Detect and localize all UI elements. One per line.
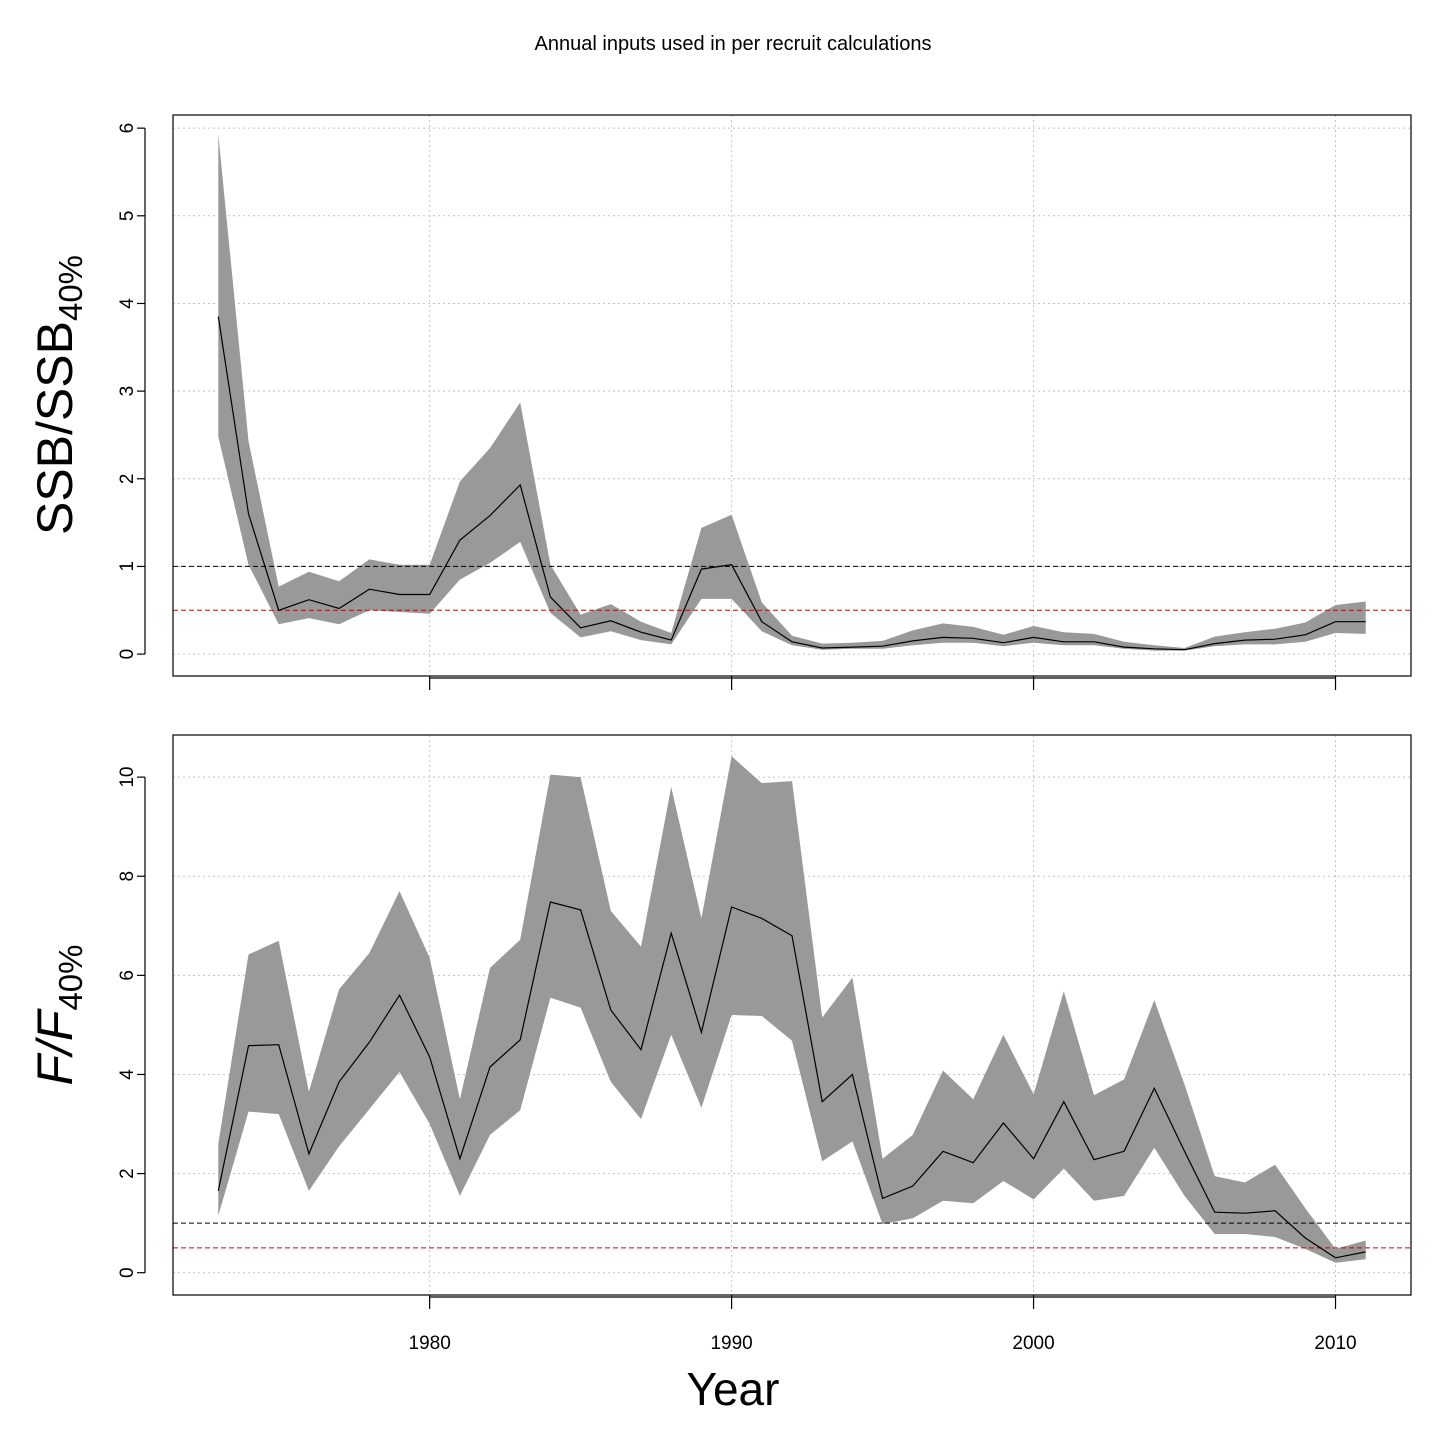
- x-tick-label-1990: 1990: [710, 1333, 752, 1354]
- f-y-axis-label-main: F/F: [27, 1008, 83, 1085]
- f-y-tick-label-2: 2: [117, 1168, 138, 1179]
- ssb-panel: SSB/SSB40% 0 1 2 3 4 5 6: [27, 114, 1412, 690]
- ssb-y-axis-label: SSB/SSB40%: [27, 255, 89, 535]
- f-median-line: [217, 901, 1366, 1259]
- x-tick-label-2010: 2010: [1314, 1333, 1356, 1354]
- ssb-y-axis-label-main: SSB/SSB: [27, 321, 83, 535]
- ssb-confidence-band: [218, 134, 1366, 651]
- ssb-plot-frame: [172, 114, 1412, 677]
- ssb-y-tick-label-0: 0: [117, 649, 138, 660]
- ssb-y-tick-label-1: 1: [117, 561, 138, 572]
- f-panel: F/F40% 0 2 4 6 8 10 1980 1990 2000 2010: [27, 734, 1412, 1354]
- f-confidence-band: [218, 756, 1366, 1263]
- ssb-y-tick-label-6: 6: [117, 123, 138, 134]
- ssb-y-tick-label-4: 4: [117, 298, 138, 309]
- f-y-axis-label: F/F40%: [27, 944, 89, 1085]
- x-axis-label: Year: [687, 1363, 780, 1415]
- f-y-tick-label-8: 8: [117, 871, 138, 882]
- chart-title: Annual inputs used in per recruit calcul…: [535, 33, 932, 55]
- ssb-y-tick-label-2: 2: [117, 474, 138, 485]
- ssb-y-tick-label-3: 3: [117, 386, 138, 397]
- f-y-axis-label-subscript: 40%: [52, 944, 89, 1010]
- f-y-tick-label-0: 0: [117, 1267, 138, 1278]
- ssb-y-axis-label-subscript: 40%: [52, 255, 89, 321]
- f-y-tick-label-4: 4: [117, 1069, 138, 1080]
- ssb-median-line: [217, 316, 1366, 651]
- f-plot-frame: [172, 734, 1412, 1296]
- f-y-tick-label-10: 10: [117, 767, 138, 788]
- x-tick-label-2000: 2000: [1012, 1333, 1054, 1354]
- x-tick-label-1980: 1980: [409, 1333, 451, 1354]
- ssb-y-tick-label-5: 5: [117, 211, 138, 222]
- f-y-tick-label-6: 6: [117, 970, 138, 981]
